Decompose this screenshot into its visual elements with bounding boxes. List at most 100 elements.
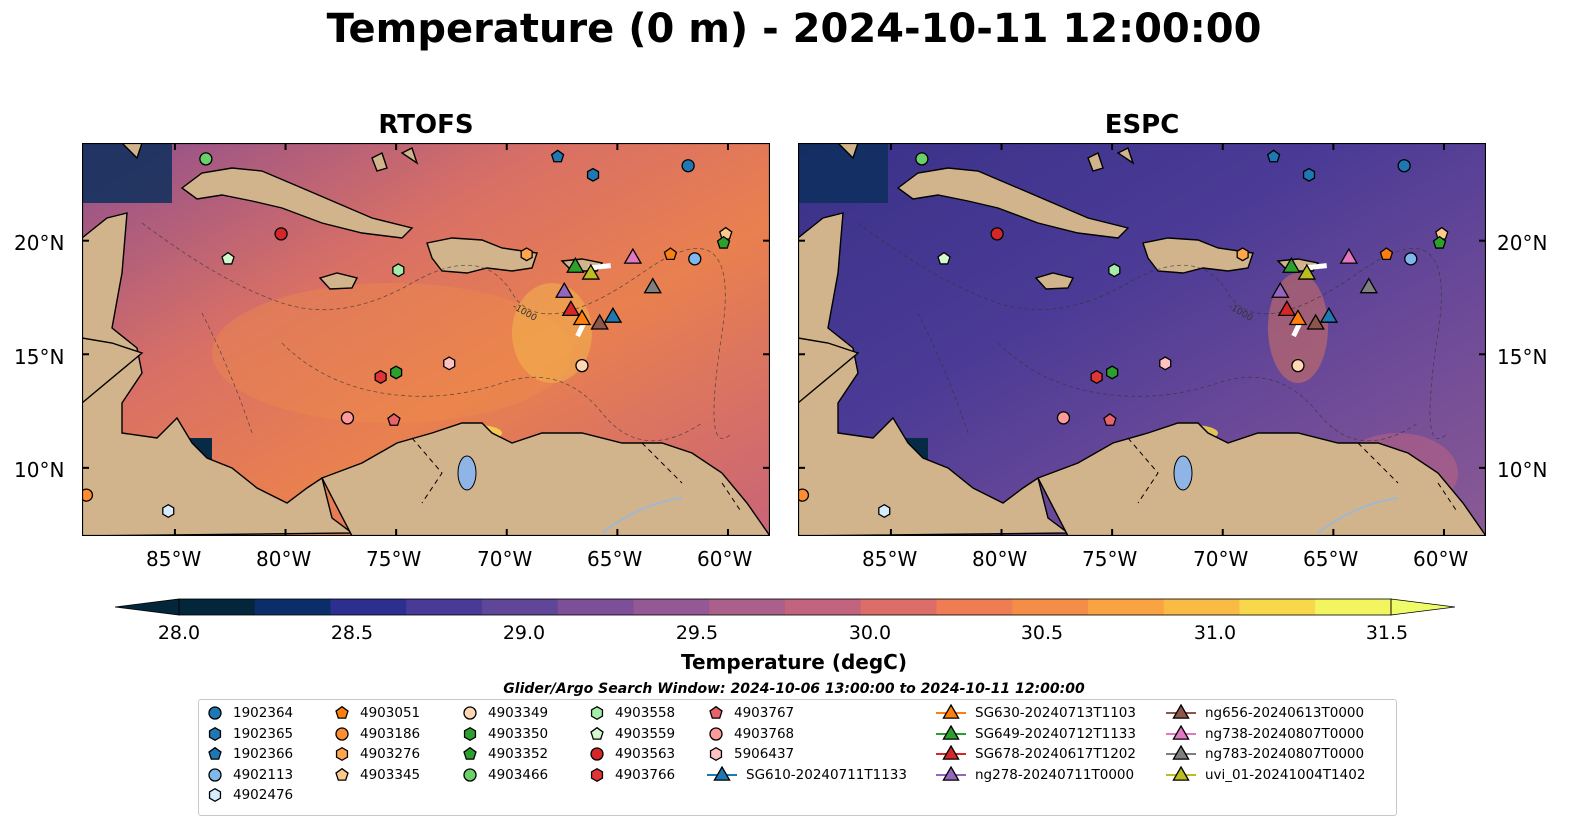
legend-box: 1902364 1902365 1902366 4902113 4902476 49030… xyxy=(198,699,1397,816)
cb-tick-31-0: 31.0 xyxy=(1193,622,1237,644)
lat-tick-20n-right: 20°N xyxy=(1497,231,1548,255)
map-marker-4903466 xyxy=(199,152,213,166)
legend-item: uvi_01-20241004T1402 xyxy=(1165,765,1365,785)
legend-label: 4903051 xyxy=(360,705,421,721)
colorbar-segment xyxy=(557,599,634,615)
colorbar-segment xyxy=(330,599,407,615)
legend-item: 4902476 xyxy=(205,785,293,805)
legend-item: 4903768 xyxy=(706,724,794,744)
legend-marker-pentagon-icon xyxy=(709,705,723,719)
legend-symbol xyxy=(709,705,723,719)
lon-tick-85w-right: 85°W xyxy=(862,547,918,571)
legend-symbol xyxy=(1172,704,1190,719)
legend-symbol xyxy=(709,726,723,741)
legend-label: 4903563 xyxy=(615,746,676,762)
colorbar-segment xyxy=(406,599,483,615)
map-marker-4902113 xyxy=(688,252,702,266)
legend-item: 1902365 xyxy=(205,724,293,744)
cb-tick-30-5: 30.5 xyxy=(1020,622,1064,644)
legend-symbol xyxy=(208,706,222,720)
map-marker-4902476 xyxy=(878,503,891,519)
legend-label: 5906437 xyxy=(734,746,795,762)
legend-item: 4903186 xyxy=(332,724,420,744)
lon-tick-60w-right: 60°W xyxy=(1413,547,1469,571)
map-marker-4903559 xyxy=(937,251,951,265)
legend-label: 4903350 xyxy=(488,725,549,742)
legend-label: 1902366 xyxy=(233,746,294,762)
legend-label: 4903766 xyxy=(615,766,676,783)
lon-tick-85w-left: 85°W xyxy=(146,547,202,571)
cb-tick-29-5: 29.5 xyxy=(675,622,719,644)
legend-label: 4903345 xyxy=(360,766,421,783)
legend-label: 1902364 xyxy=(233,705,294,721)
legend-symbol xyxy=(590,747,604,761)
legend-marker-triangle-icon xyxy=(707,765,737,781)
colorbar-segment xyxy=(785,599,862,615)
map-marker-4903767 xyxy=(387,413,401,426)
legend-label: ng738-20240807T0000 xyxy=(1205,725,1365,742)
legend-marker-hexagon-icon xyxy=(208,787,222,803)
map-marker-4903768 xyxy=(340,411,355,425)
colorbar-segment xyxy=(179,599,256,615)
legend-marker-triangle-icon xyxy=(936,765,966,781)
map-marker-4903558 xyxy=(1108,263,1121,278)
panel-title-espc: ESPC xyxy=(1104,110,1180,140)
map-marker-ng783-20240807t0000 xyxy=(643,277,662,294)
legend-symbol xyxy=(590,767,604,782)
map-marker-sg610-20240711t1133 xyxy=(603,306,623,323)
map-marker-sg649-20240712t1133 xyxy=(1282,256,1301,273)
map-marker-5906437 xyxy=(443,356,456,371)
legend-marker-circle-icon xyxy=(335,726,349,741)
colorbar-segment xyxy=(254,599,331,615)
map-marker-4903559 xyxy=(221,251,235,265)
figure-title: Temperature (0 m) - 2024-10-11 12:00:00 xyxy=(326,6,1262,52)
legend-label: SG610-20240711T1133 xyxy=(746,766,907,783)
legend-label: SG630-20240713T1103 xyxy=(975,705,1136,721)
lon-tick-70w-right: 70°W xyxy=(1193,547,1249,571)
legend-symbol xyxy=(709,746,723,762)
legend-label: 4903276 xyxy=(360,746,421,762)
legend-item: 4903276 xyxy=(332,744,420,764)
legend-symbol xyxy=(335,746,349,762)
map-marker-1902366 xyxy=(1266,149,1281,163)
legend-item: 4903349 xyxy=(460,703,548,723)
map-marker-4903352 xyxy=(1432,235,1447,249)
colorbar-segment xyxy=(1239,599,1316,615)
legend-symbol xyxy=(942,724,960,740)
map-marker-ng656-20240613t0000 xyxy=(590,313,609,330)
legend-label: ng278-20240711T0000 xyxy=(975,766,1135,783)
lon-tick-80w-left: 80°W xyxy=(256,547,312,571)
legend-item: 1902364 xyxy=(205,703,293,723)
legend-symbol xyxy=(335,767,349,781)
legend-marker-triangle-icon xyxy=(936,745,966,760)
legend-symbol xyxy=(713,765,731,781)
map-marker-sg610-20240711t1133 xyxy=(1319,306,1339,323)
legend-label: 4903352 xyxy=(488,746,549,762)
map-marker-4903563 xyxy=(990,227,1004,241)
legend-label: 4902476 xyxy=(233,787,294,803)
map-marker-uvi-01-20241004t1402 xyxy=(581,263,601,280)
legend-symbol xyxy=(208,746,222,760)
colorbar-segment xyxy=(633,599,710,615)
legend-marker-pentagon-icon xyxy=(590,726,604,740)
colorbar-segment xyxy=(936,599,1013,615)
legend-marker-circle-icon xyxy=(709,726,723,741)
espc-map: -1000 xyxy=(798,143,1486,536)
map-marker-1902365 xyxy=(1302,167,1316,182)
legend-item: 4903767 xyxy=(706,703,794,723)
panel-title-rtofs: RTOFS xyxy=(378,110,474,140)
legend-item: 5906437 xyxy=(706,744,794,764)
map-marker-sg678-20240617t1202 xyxy=(1277,300,1297,317)
legend-item: ng278-20240711T0000 xyxy=(935,765,1134,785)
colorbar-segment xyxy=(1315,599,1392,615)
legend-item: 4903352 xyxy=(460,744,548,764)
legend-symbol xyxy=(463,706,477,720)
legend-item: 4902113 xyxy=(205,765,293,785)
legend-item: ng656-20240613T0000 xyxy=(1165,703,1364,723)
map-marker-1902365 xyxy=(586,167,600,182)
legend-marker-circle-icon xyxy=(463,767,477,782)
colorbar-segment xyxy=(709,599,786,615)
map-marker-1902366 xyxy=(550,149,565,163)
map-marker-4903051 xyxy=(663,247,678,261)
legend-symbol xyxy=(335,705,349,719)
